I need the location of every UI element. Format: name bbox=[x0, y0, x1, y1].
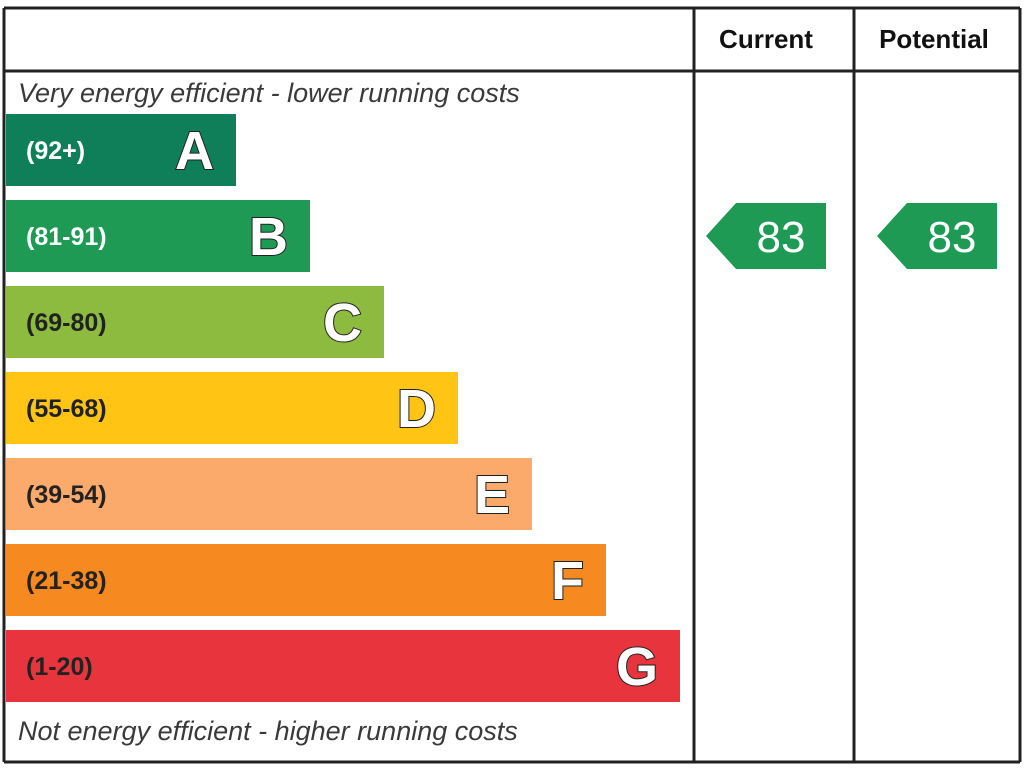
band-a-letter: A bbox=[175, 121, 214, 181]
current-score-arrow: 83 bbox=[706, 203, 826, 269]
potential-score-shape bbox=[877, 203, 997, 269]
current-score-value: 83 bbox=[757, 213, 806, 262]
band-a-bar bbox=[6, 114, 236, 186]
band-d-range: (55-68) bbox=[26, 395, 107, 423]
band-a: (92+) A bbox=[6, 114, 236, 186]
band-b-range: (81-91) bbox=[26, 223, 107, 251]
band-a-range: (92+) bbox=[26, 137, 85, 165]
band-e-range: (39-54) bbox=[26, 481, 107, 509]
band-g-letter: G bbox=[616, 637, 658, 697]
band-d: (55-68) D bbox=[6, 372, 458, 444]
band-e: (39-54) E bbox=[6, 458, 532, 530]
band-e-bar bbox=[6, 458, 532, 530]
band-g-bar bbox=[6, 630, 680, 702]
band-b: (81-91) B bbox=[6, 200, 310, 272]
band-f-bar bbox=[6, 544, 606, 616]
rating-bands: (92+) A (81-91) B (69-80) C (55-68) D (39-54) E (2… bbox=[6, 114, 680, 702]
band-e-letter: E bbox=[474, 465, 510, 525]
band-c-range: (69-80) bbox=[26, 309, 107, 337]
band-b-bar bbox=[6, 200, 310, 272]
band-c-bar bbox=[6, 286, 384, 358]
band-f-letter: F bbox=[551, 551, 584, 611]
band-d-bar bbox=[6, 372, 458, 444]
chart-frame bbox=[2, 6, 1022, 764]
rating-scores: 83 83 bbox=[706, 203, 997, 269]
band-g: (1-20) G bbox=[6, 630, 680, 702]
potential-score-value: 83 bbox=[928, 213, 977, 262]
current-score-shape bbox=[706, 203, 826, 269]
bottom-efficiency-note: Not energy efficient - higher running co… bbox=[18, 716, 518, 746]
top-efficiency-note: Very energy efficient - lower running co… bbox=[18, 78, 520, 108]
potential-score-arrow: 83 bbox=[877, 203, 997, 269]
band-d-letter: D bbox=[397, 379, 436, 439]
band-g-range: (1-20) bbox=[26, 653, 93, 681]
current-column-header: Current bbox=[719, 24, 813, 54]
potential-column-header: Potential bbox=[879, 24, 989, 54]
band-f: (21-38) F bbox=[6, 544, 606, 616]
band-c-letter: C bbox=[323, 293, 362, 353]
band-f-range: (21-38) bbox=[26, 567, 107, 595]
band-b-letter: B bbox=[249, 207, 288, 267]
band-c: (69-80) C bbox=[6, 286, 384, 358]
